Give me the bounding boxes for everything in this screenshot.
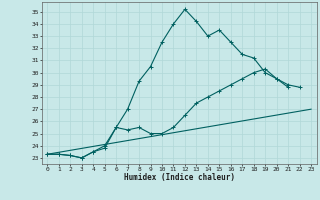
X-axis label: Humidex (Indice chaleur): Humidex (Indice chaleur) <box>124 173 235 182</box>
